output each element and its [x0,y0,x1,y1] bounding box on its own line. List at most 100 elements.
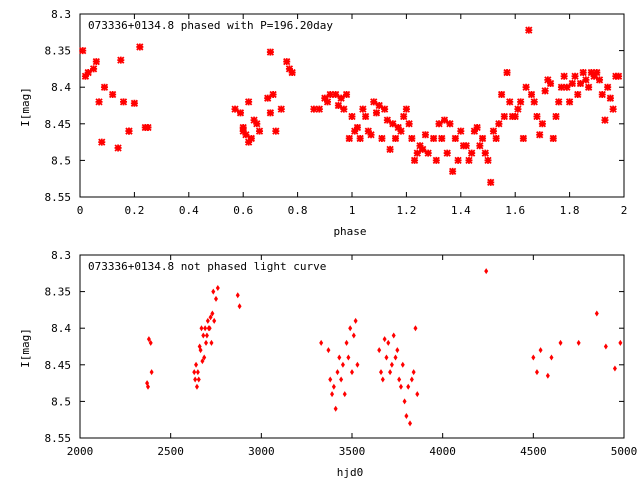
unphased-y-tick-label: 8.4 [51,322,71,335]
phased-data-point [231,105,239,113]
phased-data-point [250,116,258,124]
phased-data-point [454,156,462,165]
phased-data-point [449,167,457,176]
unphased-data-point [594,310,599,317]
phased-data-point [356,134,364,143]
unphased-data-point [330,391,335,398]
phased-data-point [492,134,500,143]
phased-data-point [378,134,386,143]
phased-data-point [367,131,375,139]
unphased-data-point [212,317,217,324]
unphased-data-point [395,347,400,354]
phased-x-tick-label: 1.6 [505,204,525,217]
unphased-data-point [402,398,407,405]
phased-data-point [389,120,397,128]
phased-data-point [429,134,438,143]
unphased-data-point [391,332,396,339]
phased-data-point [402,105,411,113]
phased-data-point [590,72,598,80]
phased-data-point [560,72,568,80]
phased-data-point [495,120,503,128]
unphased-data-point [319,339,324,346]
phased-y-axis-title: I[mag] [19,87,32,127]
unphased-data-point [326,347,331,354]
phased-data-point [353,123,362,132]
unphased-data-point [380,376,385,383]
unphased-data-point [406,383,411,390]
unphased-data-point [350,369,354,376]
unphased-data-point [214,295,218,302]
phased-data-point [525,26,533,34]
phased-data-point [435,120,443,128]
unphased-data-point [342,391,347,398]
phased-y-tick-label: 8.5 [51,154,71,167]
unphased-data-point [400,361,405,368]
unphased-data-point [408,420,413,427]
phased-data-point [582,76,590,84]
unphased-data-point [215,284,220,291]
phased-data-point [470,127,479,135]
phased-data-point [337,94,345,102]
unphased-data-point [612,365,617,372]
phased-data-point [416,142,424,150]
phased-data-point [364,127,372,135]
unphased-data-point [576,339,581,346]
phased-data-point [315,105,323,113]
phased-axis-ticks: 0 0.2 0.4 0.6 0.8 1 1.2 1.4 1.6 1.8 2 8.3 8.35 8.4 8.4… [45,8,628,217]
phased-data-point [236,109,245,117]
phased-x-tick-label: 0 [77,204,84,217]
phased-data-point [242,131,250,139]
unphased-x-tick-label: 4000 [429,445,456,458]
phased-light-curve-panel: 073336+0134.8 phased with P=196.20day ph… [19,8,627,238]
unphased-data-point [409,376,414,383]
phased-data-point [481,149,489,157]
unphased-data-point [204,339,209,346]
phased-data-point [555,98,563,106]
phased-data-point [500,112,508,121]
phased-data-point [424,149,432,157]
phased-data-point [576,79,585,88]
unphased-data-point [208,314,213,321]
phased-x-tick-label: 0.8 [288,204,308,217]
phased-data-point [457,127,465,135]
phased-data-point [383,116,391,124]
unphased-y-axis-title: I[mag] [19,328,32,368]
unphased-data-point [531,354,536,361]
phased-y-tick-label: 8.4 [51,81,71,94]
phased-data-point [394,123,402,132]
phased-data-point [334,101,343,110]
phased-data-point [405,120,413,128]
phased-data-point [370,98,378,106]
phased-data-point [432,156,440,165]
unphased-data-point [377,347,382,354]
phased-data-point [245,138,253,146]
phased-data-point [571,72,579,80]
phased-data-point [245,98,253,106]
phased-data-point [285,65,294,73]
phased-data-point [100,83,109,91]
unphased-data-point [404,413,409,420]
unphased-data-point [203,325,208,332]
phased-data-point [119,98,128,106]
phased-data-point [533,112,541,121]
phased-data-point [438,134,446,143]
unphased-x-axis-title: hjd0 [337,466,364,479]
unphased-plot-title: 073336+0134.8 not phased light curve [88,260,326,273]
unphased-data-point [199,325,204,332]
phased-data-point [585,83,593,91]
unphased-data-point [201,332,206,339]
unphased-data-point [388,369,393,376]
phased-data-point [130,99,139,107]
phased-data-point [419,145,427,154]
unphased-x-tick-label: 5000 [611,445,638,458]
unphased-data-point [200,358,205,365]
phased-data-point [478,134,487,143]
phased-x-tick-label: 0.2 [124,204,144,217]
unphased-y-tick-label: 8.5 [51,395,71,408]
unphased-data-point [411,369,416,376]
phased-data-point [264,94,272,102]
unphased-data-point [389,361,394,368]
unphased-data-point [328,376,333,383]
phased-data-point [606,94,615,102]
unphased-y-tick-label: 8.45 [45,359,72,372]
